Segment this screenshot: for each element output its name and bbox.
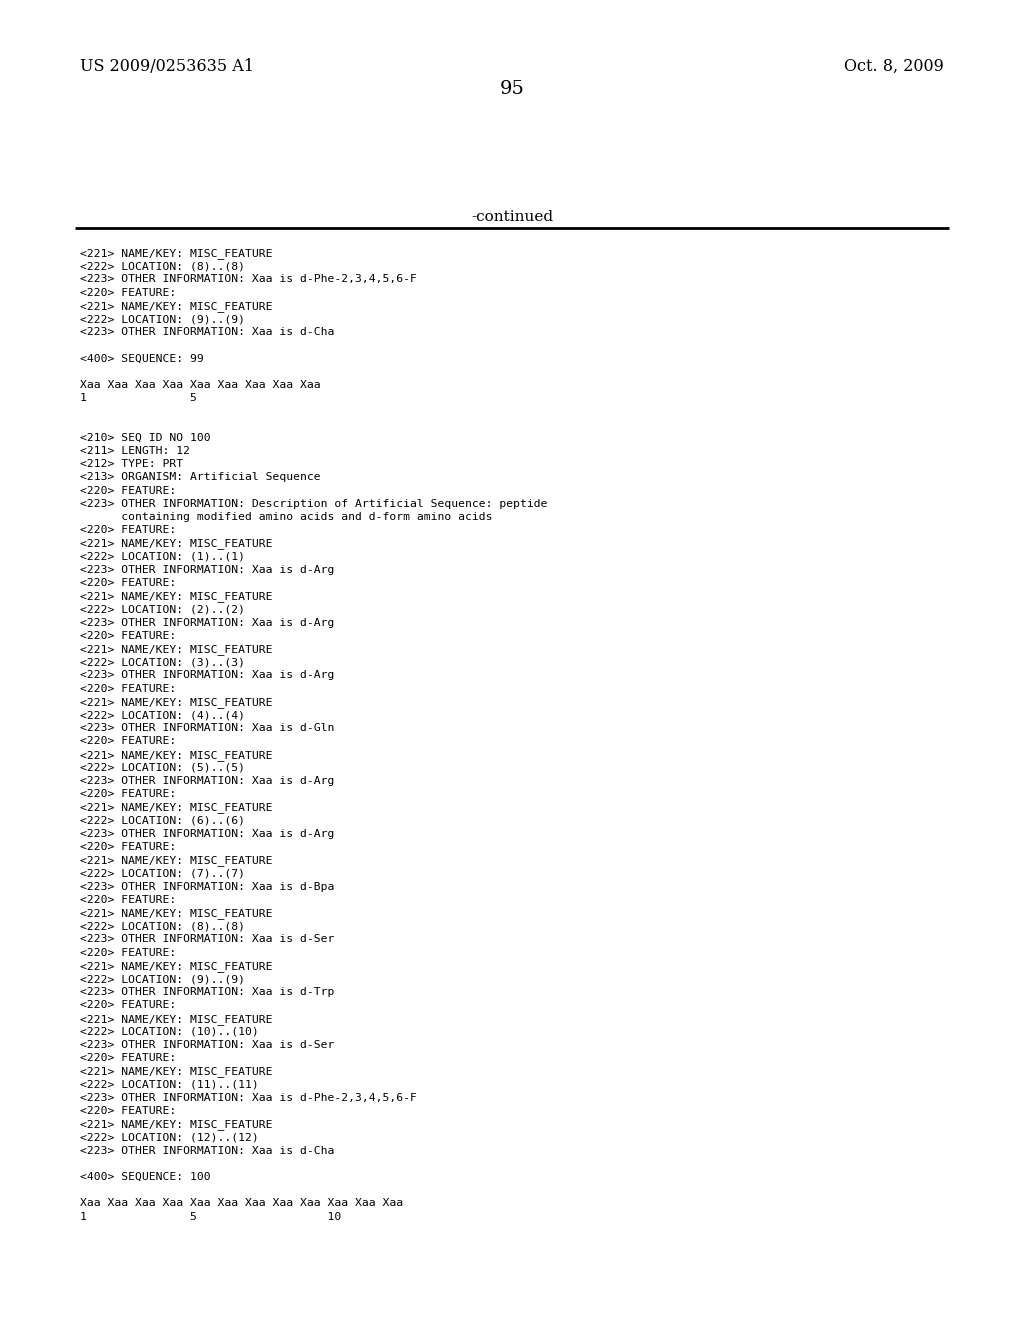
Text: <223> OTHER INFORMATION: Xaa is d-Arg: <223> OTHER INFORMATION: Xaa is d-Arg bbox=[80, 565, 335, 574]
Text: -continued: -continued bbox=[471, 210, 553, 224]
Text: <221> NAME/KEY: MISC_FEATURE: <221> NAME/KEY: MISC_FEATURE bbox=[80, 644, 272, 655]
Text: <220> FEATURE:: <220> FEATURE: bbox=[80, 486, 176, 495]
Text: <220> FEATURE:: <220> FEATURE: bbox=[80, 525, 176, 535]
Text: <222> LOCATION: (1)..(1): <222> LOCATION: (1)..(1) bbox=[80, 552, 245, 561]
Text: <222> LOCATION: (9)..(9): <222> LOCATION: (9)..(9) bbox=[80, 314, 245, 323]
Text: <210> SEQ ID NO 100: <210> SEQ ID NO 100 bbox=[80, 433, 211, 442]
Text: <220> FEATURE:: <220> FEATURE: bbox=[80, 1106, 176, 1115]
Text: <222> LOCATION: (11)..(11): <222> LOCATION: (11)..(11) bbox=[80, 1080, 259, 1089]
Text: <213> ORGANISM: Artificial Sequence: <213> ORGANISM: Artificial Sequence bbox=[80, 473, 321, 482]
Text: <222> LOCATION: (2)..(2): <222> LOCATION: (2)..(2) bbox=[80, 605, 245, 614]
Text: <222> LOCATION: (9)..(9): <222> LOCATION: (9)..(9) bbox=[80, 974, 245, 983]
Text: Oct. 8, 2009: Oct. 8, 2009 bbox=[844, 58, 944, 75]
Text: 1               5: 1 5 bbox=[80, 393, 197, 403]
Text: Xaa Xaa Xaa Xaa Xaa Xaa Xaa Xaa Xaa Xaa Xaa Xaa: Xaa Xaa Xaa Xaa Xaa Xaa Xaa Xaa Xaa Xaa … bbox=[80, 1199, 403, 1208]
Text: <221> NAME/KEY: MISC_FEATURE: <221> NAME/KEY: MISC_FEATURE bbox=[80, 1067, 272, 1077]
Text: <222> LOCATION: (7)..(7): <222> LOCATION: (7)..(7) bbox=[80, 869, 245, 878]
Text: <221> NAME/KEY: MISC_FEATURE: <221> NAME/KEY: MISC_FEATURE bbox=[80, 855, 272, 866]
Text: <212> TYPE: PRT: <212> TYPE: PRT bbox=[80, 459, 183, 469]
Text: <220> FEATURE:: <220> FEATURE: bbox=[80, 789, 176, 799]
Text: <222> LOCATION: (8)..(8): <222> LOCATION: (8)..(8) bbox=[80, 261, 245, 271]
Text: <223> OTHER INFORMATION: Description of Artificial Sequence: peptide: <223> OTHER INFORMATION: Description of … bbox=[80, 499, 548, 508]
Text: <223> OTHER INFORMATION: Xaa is d-Phe-2,3,4,5,6-F: <223> OTHER INFORMATION: Xaa is d-Phe-2,… bbox=[80, 1093, 417, 1102]
Text: <221> NAME/KEY: MISC_FEATURE: <221> NAME/KEY: MISC_FEATURE bbox=[80, 591, 272, 602]
Text: <222> LOCATION: (4)..(4): <222> LOCATION: (4)..(4) bbox=[80, 710, 245, 719]
Text: containing modified amino acids and d-form amino acids: containing modified amino acids and d-fo… bbox=[80, 512, 493, 521]
Text: <220> FEATURE:: <220> FEATURE: bbox=[80, 895, 176, 904]
Text: <223> OTHER INFORMATION: Xaa is d-Ser: <223> OTHER INFORMATION: Xaa is d-Ser bbox=[80, 1040, 335, 1049]
Text: US 2009/0253635 A1: US 2009/0253635 A1 bbox=[80, 58, 254, 75]
Text: <221> NAME/KEY: MISC_FEATURE: <221> NAME/KEY: MISC_FEATURE bbox=[80, 803, 272, 813]
Text: <222> LOCATION: (6)..(6): <222> LOCATION: (6)..(6) bbox=[80, 816, 245, 825]
Text: <220> FEATURE:: <220> FEATURE: bbox=[80, 578, 176, 587]
Text: <400> SEQUENCE: 99: <400> SEQUENCE: 99 bbox=[80, 354, 204, 363]
Text: <222> LOCATION: (5)..(5): <222> LOCATION: (5)..(5) bbox=[80, 763, 245, 772]
Text: <223> OTHER INFORMATION: Xaa is d-Arg: <223> OTHER INFORMATION: Xaa is d-Arg bbox=[80, 776, 335, 785]
Text: <220> FEATURE:: <220> FEATURE: bbox=[80, 631, 176, 640]
Text: <211> LENGTH: 12: <211> LENGTH: 12 bbox=[80, 446, 190, 455]
Text: <222> LOCATION: (8)..(8): <222> LOCATION: (8)..(8) bbox=[80, 921, 245, 931]
Text: <222> LOCATION: (12)..(12): <222> LOCATION: (12)..(12) bbox=[80, 1133, 259, 1142]
Text: <220> FEATURE:: <220> FEATURE: bbox=[80, 948, 176, 957]
Text: <223> OTHER INFORMATION: Xaa is d-Gln: <223> OTHER INFORMATION: Xaa is d-Gln bbox=[80, 723, 335, 733]
Text: Xaa Xaa Xaa Xaa Xaa Xaa Xaa Xaa Xaa: Xaa Xaa Xaa Xaa Xaa Xaa Xaa Xaa Xaa bbox=[80, 380, 321, 389]
Text: <223> OTHER INFORMATION: Xaa is d-Arg: <223> OTHER INFORMATION: Xaa is d-Arg bbox=[80, 618, 335, 627]
Text: <223> OTHER INFORMATION: Xaa is d-Cha: <223> OTHER INFORMATION: Xaa is d-Cha bbox=[80, 1146, 335, 1155]
Text: <220> FEATURE:: <220> FEATURE: bbox=[80, 737, 176, 746]
Text: <221> NAME/KEY: MISC_FEATURE: <221> NAME/KEY: MISC_FEATURE bbox=[80, 961, 272, 972]
Text: <223> OTHER INFORMATION: Xaa is d-Phe-2,3,4,5,6-F: <223> OTHER INFORMATION: Xaa is d-Phe-2,… bbox=[80, 275, 417, 284]
Text: <400> SEQUENCE: 100: <400> SEQUENCE: 100 bbox=[80, 1172, 211, 1181]
Text: <220> FEATURE:: <220> FEATURE: bbox=[80, 684, 176, 693]
Text: <221> NAME/KEY: MISC_FEATURE: <221> NAME/KEY: MISC_FEATURE bbox=[80, 248, 272, 259]
Text: <221> NAME/KEY: MISC_FEATURE: <221> NAME/KEY: MISC_FEATURE bbox=[80, 301, 272, 312]
Text: <223> OTHER INFORMATION: Xaa is d-Ser: <223> OTHER INFORMATION: Xaa is d-Ser bbox=[80, 935, 335, 944]
Text: 1               5                   10: 1 5 10 bbox=[80, 1212, 341, 1221]
Text: <220> FEATURE:: <220> FEATURE: bbox=[80, 288, 176, 297]
Text: <222> LOCATION: (3)..(3): <222> LOCATION: (3)..(3) bbox=[80, 657, 245, 667]
Text: <221> NAME/KEY: MISC_FEATURE: <221> NAME/KEY: MISC_FEATURE bbox=[80, 1014, 272, 1024]
Text: <221> NAME/KEY: MISC_FEATURE: <221> NAME/KEY: MISC_FEATURE bbox=[80, 1119, 272, 1130]
Text: <221> NAME/KEY: MISC_FEATURE: <221> NAME/KEY: MISC_FEATURE bbox=[80, 750, 272, 760]
Text: <220> FEATURE:: <220> FEATURE: bbox=[80, 1001, 176, 1010]
Text: <221> NAME/KEY: MISC_FEATURE: <221> NAME/KEY: MISC_FEATURE bbox=[80, 539, 272, 549]
Text: <223> OTHER INFORMATION: Xaa is d-Cha: <223> OTHER INFORMATION: Xaa is d-Cha bbox=[80, 327, 335, 337]
Text: <221> NAME/KEY: MISC_FEATURE: <221> NAME/KEY: MISC_FEATURE bbox=[80, 908, 272, 919]
Text: 95: 95 bbox=[500, 81, 524, 98]
Text: <221> NAME/KEY: MISC_FEATURE: <221> NAME/KEY: MISC_FEATURE bbox=[80, 697, 272, 708]
Text: <223> OTHER INFORMATION: Xaa is d-Bpa: <223> OTHER INFORMATION: Xaa is d-Bpa bbox=[80, 882, 335, 891]
Text: <222> LOCATION: (10)..(10): <222> LOCATION: (10)..(10) bbox=[80, 1027, 259, 1036]
Text: <223> OTHER INFORMATION: Xaa is d-Arg: <223> OTHER INFORMATION: Xaa is d-Arg bbox=[80, 829, 335, 838]
Text: <223> OTHER INFORMATION: Xaa is d-Trp: <223> OTHER INFORMATION: Xaa is d-Trp bbox=[80, 987, 335, 997]
Text: <220> FEATURE:: <220> FEATURE: bbox=[80, 842, 176, 851]
Text: <223> OTHER INFORMATION: Xaa is d-Arg: <223> OTHER INFORMATION: Xaa is d-Arg bbox=[80, 671, 335, 680]
Text: <220> FEATURE:: <220> FEATURE: bbox=[80, 1053, 176, 1063]
